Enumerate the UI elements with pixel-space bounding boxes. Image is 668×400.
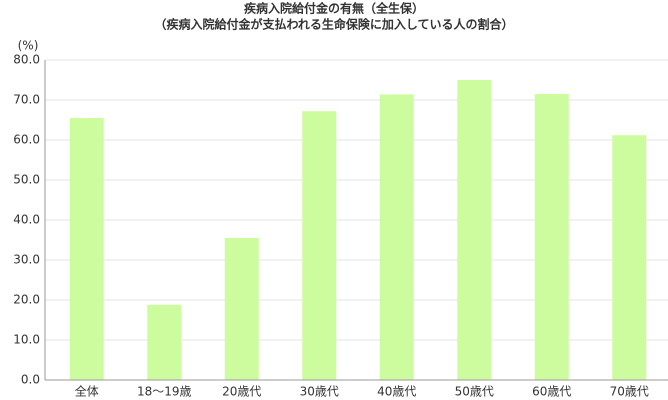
y-tick-label: 70.0 [13,93,40,107]
bar [457,80,492,380]
x-tick-label: 70歳代 [610,385,649,399]
y-unit: (%) [18,39,39,53]
bar [534,94,569,380]
bar [302,111,337,380]
bar [147,304,182,380]
y-tick-label: 80.0 [13,53,40,67]
x-tick-label: 50歳代 [455,385,494,399]
bar [69,118,104,380]
y-tick-label: 60.0 [13,133,40,147]
x-tick-label: 全体 [75,384,99,399]
y-tick-label: 20.0 [13,293,40,307]
y-tick-label: 0.0 [21,373,40,387]
x-tick-label: 40歳代 [377,385,416,399]
y-tick-label: 40.0 [13,213,40,227]
bar [612,135,647,380]
x-tick-label: 18〜19歳 [137,385,192,399]
x-tick-label: 20歳代 [222,385,261,399]
bar [379,94,414,381]
y-tick-label: 30.0 [13,253,40,267]
x-tick-label: 30歳代 [300,385,339,399]
chart-title: 疾病入院給付金の有無（全生保） [244,1,424,16]
chart-subtitle: （疾病入院給付金が支払われる生命保険に加入している人の割合） [154,17,513,32]
bar [224,238,259,380]
x-tick-label: 60歳代 [532,385,571,399]
y-tick-label: 50.0 [13,173,40,187]
y-tick-label: 10.0 [13,333,40,347]
